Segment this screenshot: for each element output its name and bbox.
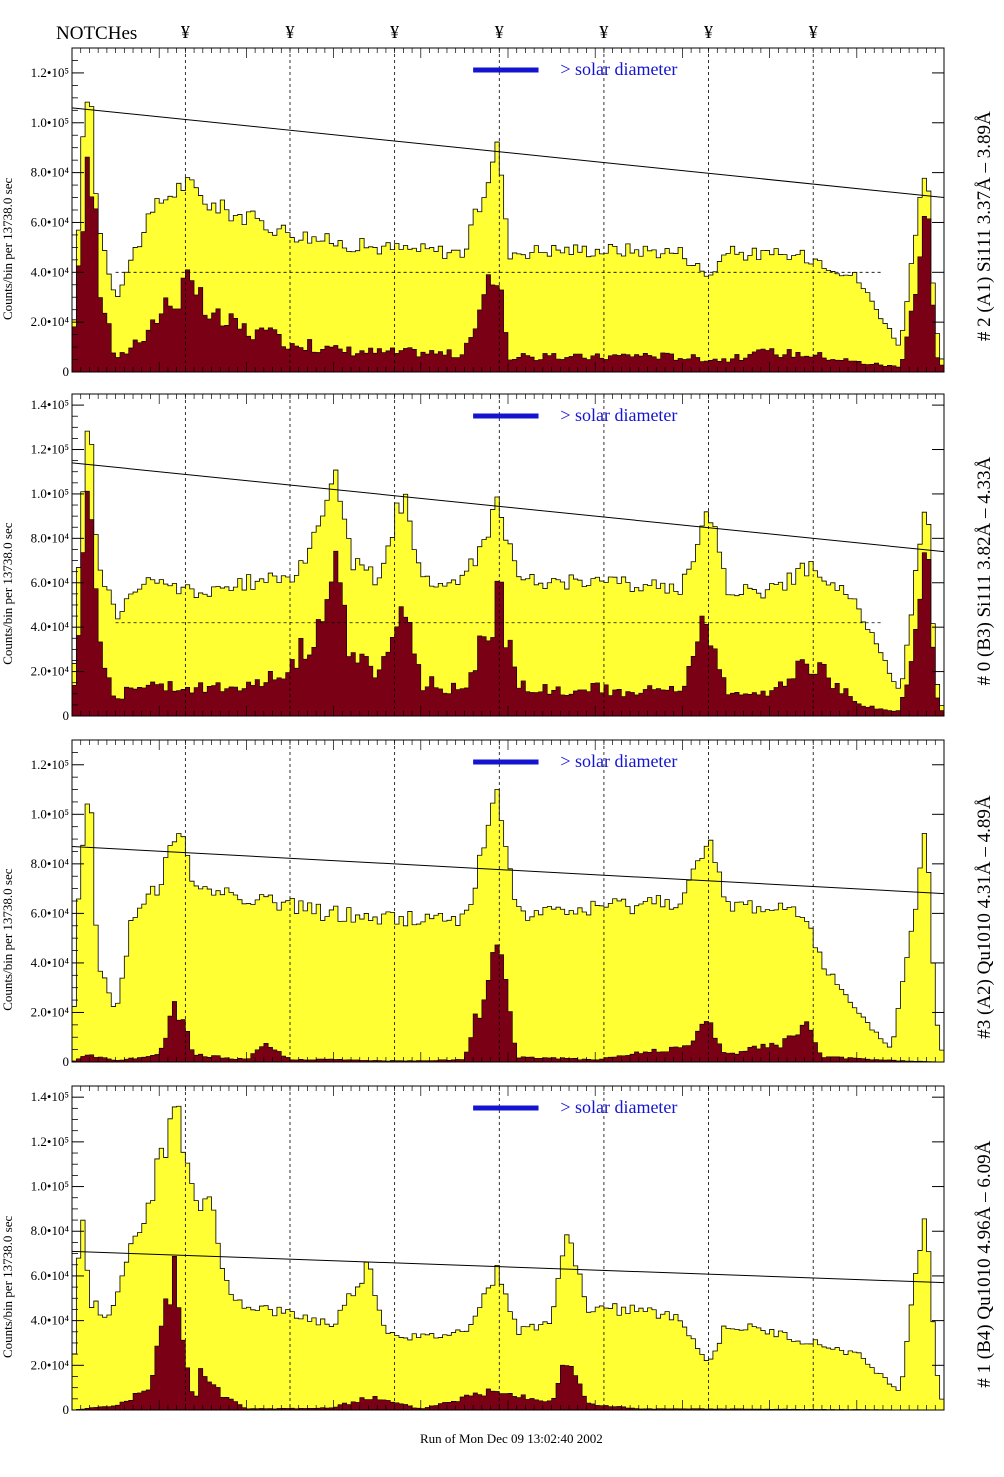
y-tick-label: 1.0•10⁵ — [31, 115, 69, 130]
subset-counts-histogram — [71, 944, 945, 1063]
y-tick-label: 4.0•10⁴ — [31, 264, 70, 279]
notch-marker-5: ¥ — [599, 22, 608, 42]
solar-diameter-annotation: > solar diameter — [560, 405, 677, 425]
total-counts-histogram — [71, 101, 945, 373]
y-tick-label: 1.0•10⁵ — [31, 486, 69, 501]
solar-diameter-annotation: > solar diameter — [560, 1097, 677, 1117]
dataset-label: # 1 (B4) Qu1010 4.96Å – 6.09Å — [974, 1140, 995, 1387]
notch-markers: ¥ ¥ ¥ ¥ ¥ ¥ ¥ — [181, 22, 818, 42]
trend-line — [71, 107, 945, 199]
y-tick-label: 1.2•10⁵ — [31, 442, 69, 457]
panel-2: 0 2.0•10⁴ 4.0•10⁴ 6.0•10⁴ 8.0•10⁴ 1.0•10⁵ 1.2•… — [0, 393, 995, 723]
y-tick-label: 1.0•10⁵ — [31, 1179, 69, 1194]
y-tick-label: 1.2•10⁵ — [31, 65, 69, 80]
trend-line — [71, 846, 945, 895]
y-tick-label: 6.0•10⁴ — [31, 214, 70, 229]
dataset-label: #3 (A2) Qu1010 4.31Å – 4.89Å — [974, 795, 995, 1039]
trend-line — [71, 462, 945, 553]
notch-marker-2: ¥ — [286, 22, 295, 42]
y-tick-label: 2.0•10⁴ — [31, 1357, 70, 1372]
panel-1: 0 2.0•10⁴ 4.0•10⁴ 6.0•10⁴ 8.0•10⁴ 1.0•10⁵ 1.2•… — [0, 47, 995, 379]
dataset-label: # 0 (B3) Si111 3.82Å – 4.33Å — [974, 456, 995, 685]
y-tick-label: 8.0•10⁴ — [31, 165, 70, 180]
y-tick-label: 6.0•10⁴ — [31, 905, 70, 920]
trend-line — [71, 1250, 945, 1284]
y-tick-label: 1.4•10⁵ — [31, 1089, 69, 1104]
y-axis-label: Counts/bin per 13738.0 sec — [0, 1216, 15, 1358]
y-axis-label: Counts/bin per 13738.0 sec — [0, 522, 15, 664]
notch-marker-7: ¥ — [809, 22, 818, 42]
y-tick-label: 2.0•10⁴ — [31, 1004, 70, 1019]
dataset-label: # 2 (A1) Si111 3.37Å – 3.89Å — [974, 111, 995, 341]
y-tick-label: 0 — [63, 364, 70, 379]
y-tick-label: 6.0•10⁴ — [31, 575, 70, 590]
y-tick-label: 1.4•10⁵ — [31, 397, 69, 412]
y-tick-label: 4.0•10⁴ — [31, 1313, 70, 1328]
y-tick-label: 1.2•10⁵ — [31, 1134, 69, 1149]
notches-title: NOTCHes — [56, 23, 137, 44]
y-axis-label: Counts/bin per 13738.0 sec — [0, 178, 15, 320]
y-tick-label: 0 — [63, 1054, 70, 1069]
y-tick-label: 0 — [63, 1402, 70, 1417]
y-tick-label: 1.2•10⁵ — [31, 757, 69, 772]
notch-marker-3: ¥ — [390, 22, 399, 42]
panel-3: 0 2.0•10⁴ 4.0•10⁴ 6.0•10⁴ 8.0•10⁴ 1.0•10⁵ 1.2•… — [0, 739, 995, 1069]
y-tick-label: 8.0•10⁴ — [31, 530, 70, 545]
solar-diameter-annotation: > solar diameter — [560, 59, 677, 79]
subset-counts-histogram — [71, 156, 945, 373]
y-tick-label: 4.0•10⁴ — [31, 619, 70, 634]
subset-counts-histogram — [71, 1256, 945, 1411]
total-counts-histogram — [71, 430, 945, 717]
y-tick-label: 4.0•10⁴ — [31, 955, 70, 970]
y-tick-label: 1.0•10⁵ — [31, 806, 69, 821]
notch-marker-6: ¥ — [704, 22, 713, 42]
panel-4: 0 2.0•10⁴ 4.0•10⁴ 6.0•10⁴ 8.0•10⁴ 1.0•10⁵ 1.2•… — [0, 1085, 995, 1417]
y-tick-label: 2.0•10⁴ — [31, 314, 70, 329]
y-tick-label: 8.0•10⁴ — [31, 856, 70, 871]
y-tick-label: 0 — [63, 708, 70, 723]
y-tick-label: 2.0•10⁴ — [31, 664, 70, 679]
y-axis-label: Counts/bin per 13738.0 sec — [0, 868, 15, 1010]
y-tick-label: 6.0•10⁴ — [31, 1268, 70, 1283]
y-tick-label: 8.0•10⁴ — [31, 1223, 70, 1238]
run-timestamp: Run of Mon Dec 09 13:02:40 2002 — [420, 1431, 603, 1446]
spectrum-panels: 0 2.0•10⁴ 4.0•10⁴ 6.0•10⁴ 8.0•10⁴ 1.0•10⁵ 1.2•… — [0, 47, 995, 1417]
solar-diameter-annotation: > solar diameter — [560, 751, 677, 771]
notch-marker-1: ¥ — [181, 22, 190, 42]
notch-marker-4: ¥ — [495, 22, 504, 42]
